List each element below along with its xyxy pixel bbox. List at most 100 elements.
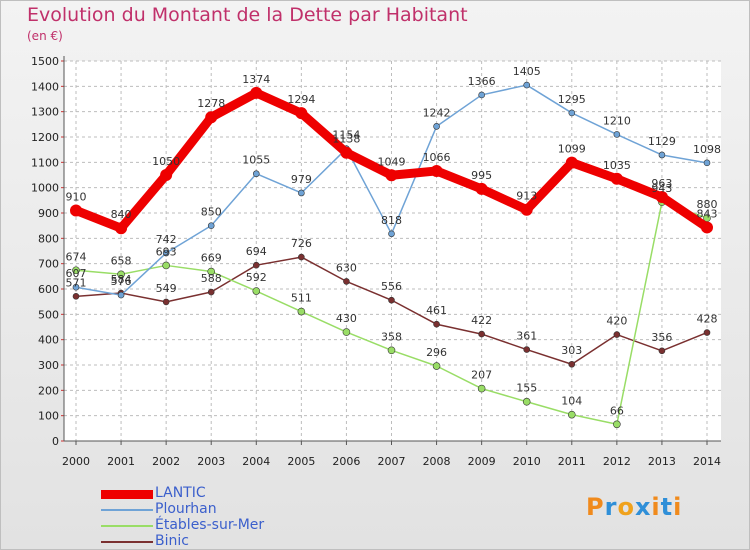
legend-swatch: [101, 541, 153, 543]
data-point: [433, 320, 440, 328]
data-label: 943: [651, 182, 672, 195]
data-point: [701, 221, 713, 234]
x-tick-label: 2008: [423, 455, 451, 468]
data-point: [298, 189, 305, 197]
x-tick-label: 2004: [242, 455, 270, 468]
data-point: [477, 384, 486, 393]
data-label: 880: [697, 198, 718, 211]
data-label: 995: [471, 169, 492, 182]
data-label: 361: [516, 330, 537, 343]
data-label: 1049: [378, 155, 406, 168]
data-label: 1210: [603, 114, 631, 127]
logo-letter: o: [617, 493, 635, 521]
data-point: [568, 109, 576, 117]
data-point: [250, 86, 263, 99]
data-point: [72, 293, 80, 300]
legend-label: Plourhan: [155, 501, 217, 517]
data-point: [523, 346, 531, 353]
data-label: 1098: [693, 143, 721, 156]
legend-swatch: [101, 525, 153, 527]
data-label: 607: [66, 267, 87, 280]
data-label: 1374: [242, 73, 270, 86]
data-label: 1050: [152, 155, 180, 168]
legend-label: LANTIC: [155, 485, 206, 501]
y-tick-label: 700: [38, 258, 59, 271]
logo-letter: P: [586, 493, 605, 521]
data-label: 1055: [242, 154, 270, 167]
y-tick-label: 1300: [31, 106, 59, 119]
data-label: 588: [201, 272, 222, 285]
data-point: [613, 331, 621, 338]
x-tick-label: 2006: [332, 455, 360, 468]
data-label: 511: [291, 292, 312, 305]
data-label: 843: [697, 207, 718, 220]
data-label: 840: [111, 208, 132, 221]
data-point: [432, 362, 441, 370]
data-label: 630: [336, 261, 357, 274]
data-point: [523, 81, 531, 89]
data-label: 104: [561, 395, 582, 408]
data-label: 207: [471, 369, 492, 382]
plot-area: [64, 61, 721, 441]
data-label: 1129: [648, 135, 676, 148]
x-tick-label: 2014: [693, 455, 721, 468]
series-lantic: [70, 86, 713, 235]
data-label: 1154: [332, 129, 360, 142]
data-label: 592: [246, 271, 267, 284]
data-point: [522, 397, 531, 406]
data-point: [295, 107, 308, 120]
data-label: 726: [291, 237, 312, 250]
legend-label: Étables-sur-Mer: [155, 517, 265, 533]
data-point: [162, 249, 170, 257]
data-point: [252, 261, 260, 269]
data-point: [567, 410, 576, 419]
x-tick-label: 2001: [107, 455, 135, 468]
data-point: [117, 270, 125, 279]
y-tick-label: 200: [38, 384, 59, 397]
y-tick-label: 1100: [31, 156, 59, 169]
data-point: [387, 346, 396, 355]
data-point: [388, 230, 395, 238]
data-label: 1405: [513, 65, 541, 78]
logo-letter: i: [673, 493, 683, 521]
data-point: [252, 287, 261, 295]
data-point: [252, 170, 260, 178]
logo-letter: t: [660, 493, 674, 521]
data-label: 1099: [558, 143, 586, 156]
data-label: 461: [426, 304, 447, 317]
data-label: 358: [381, 330, 402, 343]
proxiti-logo: Proxiti: [586, 493, 682, 521]
data-point: [658, 151, 666, 159]
data-point: [160, 169, 173, 181]
data-point: [655, 191, 668, 204]
data-label: 693: [156, 245, 177, 258]
logo-letter: r: [604, 493, 618, 521]
data-point: [475, 182, 488, 195]
data-label: 430: [336, 312, 357, 325]
data-label: 910: [66, 190, 87, 203]
x-tick-label: 2009: [468, 455, 496, 468]
y-tick-label: 1500: [31, 55, 59, 68]
logo-letter: x: [634, 493, 652, 521]
y-tick-label: 800: [38, 232, 59, 245]
data-label: 658: [111, 254, 132, 267]
data-point: [388, 296, 395, 304]
x-tick-label: 2011: [558, 455, 586, 468]
data-label: 155: [516, 382, 537, 395]
data-point: [568, 360, 576, 368]
series-binic: [72, 253, 711, 368]
legend-label: Binic: [155, 533, 189, 549]
y-tick-label: 400: [38, 334, 59, 347]
data-label: 422: [471, 314, 492, 327]
data-label: 428: [697, 313, 718, 326]
y-tick-label: 300: [38, 359, 59, 372]
logo-letter: i: [651, 493, 661, 521]
x-tick-label: 2010: [513, 455, 541, 468]
data-label: 1295: [558, 93, 586, 106]
data-point: [207, 288, 215, 296]
data-label: 694: [246, 245, 267, 258]
data-label: 742: [156, 233, 177, 246]
data-label: 571: [66, 276, 87, 289]
data-point: [703, 329, 711, 336]
